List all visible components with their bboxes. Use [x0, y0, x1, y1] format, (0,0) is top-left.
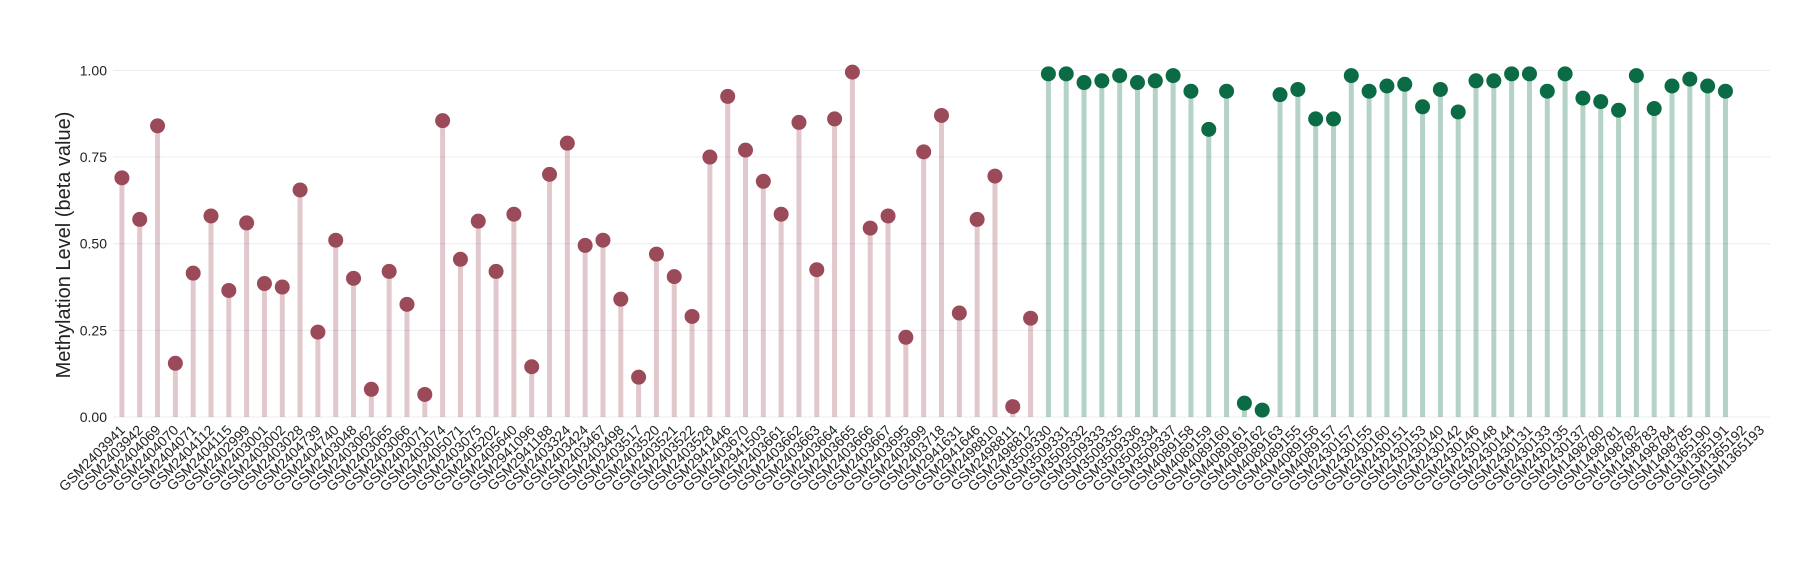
dot	[1432, 81, 1448, 97]
dot	[239, 215, 255, 231]
dot	[987, 168, 1003, 184]
y-tick-label: 0.75	[80, 149, 107, 165]
dot	[577, 237, 593, 253]
dot	[1717, 83, 1733, 99]
y-tick-label: 1.00	[80, 62, 107, 78]
dot	[1058, 66, 1074, 82]
dot	[1415, 99, 1431, 115]
dot	[114, 170, 130, 186]
dot	[1557, 66, 1573, 82]
dot	[613, 291, 629, 307]
dot	[1183, 83, 1199, 99]
dot	[809, 262, 825, 278]
dot	[1664, 78, 1680, 94]
dot	[274, 279, 290, 295]
dot	[488, 263, 504, 279]
dot	[363, 381, 379, 397]
dot	[827, 111, 843, 127]
dot	[1325, 111, 1341, 127]
dot	[1219, 83, 1235, 99]
dot	[773, 206, 789, 222]
dot	[381, 263, 397, 279]
dot	[1129, 75, 1145, 91]
dot	[880, 208, 896, 224]
dot	[1254, 402, 1270, 418]
dot	[150, 118, 166, 134]
dot	[1236, 395, 1252, 411]
dot	[1539, 83, 1555, 99]
dot	[185, 265, 201, 281]
dot	[1343, 68, 1359, 84]
dot	[132, 211, 148, 227]
dot	[328, 232, 344, 248]
dot	[1165, 68, 1181, 84]
dot	[1611, 102, 1627, 118]
dot	[969, 211, 985, 227]
dot	[898, 329, 914, 345]
dot	[559, 135, 575, 151]
dot	[1040, 66, 1056, 82]
dot	[1094, 73, 1110, 89]
dot	[1023, 310, 1039, 326]
dot	[951, 305, 967, 321]
dot	[1201, 121, 1217, 137]
dot	[1147, 73, 1163, 89]
y-tick-label: 0.25	[80, 322, 107, 338]
dot	[1361, 83, 1377, 99]
dot	[1450, 104, 1466, 120]
dot	[631, 369, 647, 385]
y-tick-label: 0.00	[80, 409, 107, 425]
dot	[1076, 75, 1092, 91]
dot	[1308, 111, 1324, 127]
dot	[720, 88, 736, 104]
dot	[844, 64, 860, 80]
dot	[1521, 66, 1537, 82]
dot	[1682, 71, 1698, 87]
dot	[221, 282, 237, 298]
dot	[1005, 399, 1021, 415]
dot	[1593, 94, 1609, 110]
dot	[916, 144, 932, 160]
dot	[256, 276, 272, 292]
dot	[310, 324, 326, 340]
dot	[542, 166, 558, 182]
dot	[1290, 81, 1306, 97]
dot	[167, 355, 183, 371]
dot	[1486, 73, 1502, 89]
dot	[203, 208, 219, 224]
dot	[862, 220, 878, 236]
dot	[1646, 101, 1662, 117]
dot	[666, 269, 682, 285]
y-tick-label: 0.50	[80, 236, 107, 252]
dot	[524, 359, 540, 375]
dot	[1379, 78, 1395, 94]
dot	[470, 213, 486, 229]
dot	[1272, 87, 1288, 103]
dot	[346, 270, 362, 286]
dot	[506, 206, 522, 222]
dot	[1112, 68, 1128, 84]
dot	[1700, 78, 1716, 94]
dot	[292, 182, 308, 198]
dot	[738, 142, 754, 158]
dot	[452, 251, 468, 267]
dot	[684, 308, 700, 324]
dot	[435, 113, 451, 129]
dot	[399, 296, 415, 312]
dot	[595, 232, 611, 248]
dot	[791, 114, 807, 130]
dot	[702, 149, 718, 165]
dot	[1468, 73, 1484, 89]
dot	[1628, 68, 1644, 84]
dot	[1575, 90, 1591, 106]
dot	[1397, 76, 1413, 92]
dot	[755, 173, 771, 189]
y-axis-label: Methylation Level (beta value)	[53, 112, 75, 379]
dot	[1504, 66, 1520, 82]
dot	[934, 107, 949, 123]
dot	[648, 246, 664, 262]
dot	[417, 386, 433, 402]
